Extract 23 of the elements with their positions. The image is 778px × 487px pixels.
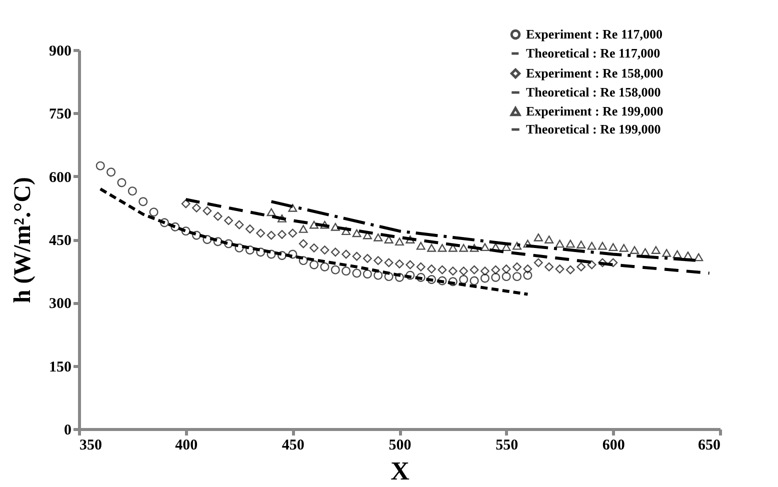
legend-label: Experiment : Re 199,000 — [526, 104, 664, 118]
y-tick-label: 300 — [49, 296, 72, 312]
x-axis-title: X — [390, 456, 410, 486]
legend-label: Experiment : Re 158,000 — [526, 66, 664, 80]
legend-label: Theoretical : Re 199,000 — [526, 122, 661, 136]
x-tick-label: 350 — [80, 438, 102, 454]
legend-label: Theoretical : Re 158,000 — [526, 84, 661, 100]
y-tick-label: 0 — [64, 422, 72, 438]
x-tick-label: 550 — [496, 438, 518, 454]
y-tick-label: 450 — [49, 233, 72, 249]
y-axis-title: h (W/m².°C) — [10, 176, 36, 304]
y-tick-label: 150 — [49, 359, 72, 376]
x-tick-label: 650 — [698, 438, 720, 454]
y-tick-label: 900 — [49, 44, 72, 60]
y-tick-label: 600 — [49, 170, 72, 186]
legend-label: Theoretical : Re 117,000 — [526, 46, 660, 60]
x-tick-label: 500 — [388, 438, 412, 454]
x-tick-label: 400 — [175, 438, 198, 454]
x-tick-label: 600 — [602, 438, 625, 454]
y-tick-label: 750 — [49, 106, 72, 123]
x-tick-label: 450 — [282, 438, 304, 454]
legend-label: Experiment : Re 117,000 — [526, 26, 662, 42]
line-series — [98, 187, 530, 296]
